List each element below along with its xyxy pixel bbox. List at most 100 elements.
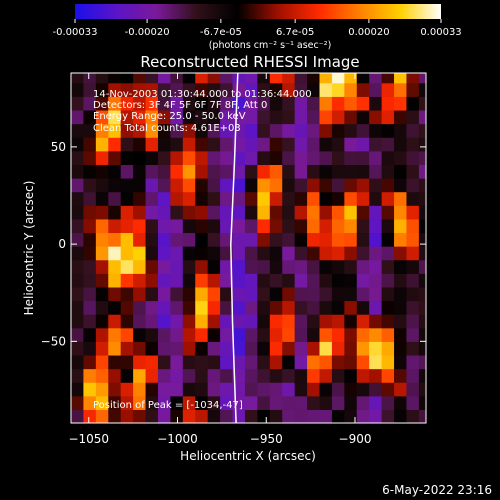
heatmap-cell <box>381 123 395 138</box>
heatmap-cell <box>83 286 97 302</box>
heatmap-cell <box>331 232 345 247</box>
heatmap-cell <box>356 218 370 234</box>
heatmap-cell <box>282 314 296 329</box>
heatmap-cell <box>232 341 246 356</box>
heatmap-cell <box>307 164 321 179</box>
heatmap-cell <box>282 382 296 397</box>
heatmap-cell <box>133 300 147 315</box>
heatmap-cell <box>244 354 258 370</box>
heatmap-cell <box>145 246 159 261</box>
heatmap-cell <box>257 82 271 97</box>
heatmap-cell <box>369 96 383 111</box>
annotation-total-counts: Clean Total counts: 4.61E+03 <box>93 123 241 134</box>
heatmap-cell <box>356 300 370 315</box>
heatmap-cell <box>120 109 134 125</box>
heatmap-cell <box>269 341 283 356</box>
heatmap-cell <box>170 286 184 302</box>
heatmap-cell <box>269 273 283 288</box>
heatmap-cell <box>108 341 122 356</box>
heatmap-cell <box>418 368 426 383</box>
heatmap-cell <box>269 246 283 261</box>
heatmap-cell <box>108 246 122 261</box>
heatmap-cell <box>195 409 209 423</box>
heatmap-cell <box>182 259 196 274</box>
heatmap-cell <box>145 96 159 111</box>
heatmap-cell <box>133 191 147 206</box>
heatmap-cell <box>257 395 271 410</box>
heatmap-cell <box>182 382 196 397</box>
heatmap-cell <box>394 191 408 206</box>
heatmap-cell <box>369 246 383 261</box>
heatmap-cell <box>356 137 370 152</box>
heatmap-cell <box>220 286 234 302</box>
heatmap-cell <box>207 218 221 234</box>
heatmap-cell <box>220 73 234 84</box>
heatmap-cell <box>331 109 345 125</box>
heatmap-cell <box>157 73 171 84</box>
heatmap-cell <box>170 354 184 370</box>
x-tick-label: −1000 <box>157 432 198 446</box>
heatmap-cell <box>344 259 358 274</box>
heatmap-cell <box>394 205 408 220</box>
heatmap-cell <box>406 246 420 261</box>
heatmap-cell <box>145 178 159 193</box>
heatmap-cell <box>120 232 134 247</box>
heatmap-cell <box>344 409 358 423</box>
heatmap-cell <box>356 341 370 356</box>
heatmap-cell <box>394 341 408 356</box>
heatmap-cell <box>269 286 283 302</box>
heatmap-cell <box>418 123 426 138</box>
heatmap-cell <box>71 96 85 111</box>
heatmap-cell <box>195 82 209 97</box>
heatmap-cell <box>232 314 246 329</box>
heatmap-cell <box>369 150 383 165</box>
heatmap-cell <box>83 314 97 329</box>
heatmap-cell <box>369 232 383 247</box>
heatmap-cell <box>195 109 209 125</box>
heatmap-cell <box>71 73 85 84</box>
heatmap-cell <box>244 232 258 247</box>
heatmap-cell <box>356 286 370 302</box>
heatmap-cell <box>269 354 283 370</box>
heatmap-cell <box>406 259 420 274</box>
heatmap-cell <box>170 409 184 423</box>
heatmap-cell <box>294 123 308 138</box>
heatmap-cell <box>331 246 345 261</box>
heatmap-cell <box>145 273 159 288</box>
heatmap-cell <box>418 273 426 288</box>
heatmap-cell <box>356 246 370 261</box>
heatmap-cell <box>83 218 97 234</box>
heatmap-cell <box>232 354 246 370</box>
heatmap-cell <box>157 273 171 288</box>
heatmap-cell <box>232 150 246 165</box>
heatmap-cell <box>170 137 184 152</box>
heatmap-cell <box>294 409 308 423</box>
heatmap-cell <box>145 191 159 206</box>
heatmap-cell <box>257 327 271 342</box>
heatmap-cell <box>331 150 345 165</box>
heatmap-cell <box>344 150 358 165</box>
heatmap-cell <box>369 191 383 206</box>
heatmap-cell <box>157 300 171 315</box>
heatmap-cell <box>282 178 296 193</box>
heatmap-cell <box>170 191 184 206</box>
heatmap-cell <box>319 232 333 247</box>
heatmap-cell <box>182 409 196 423</box>
heatmap-cell <box>133 368 147 383</box>
heatmap-cell <box>145 164 159 179</box>
heatmap-cell <box>195 314 209 329</box>
heatmap-cell <box>95 300 109 315</box>
heatmap-cell <box>220 409 234 423</box>
heatmap-cell <box>282 354 296 370</box>
heatmap-cell <box>381 259 395 274</box>
heatmap-cell <box>83 164 97 179</box>
heatmap-cell <box>220 259 234 274</box>
heatmap-cell <box>207 191 221 206</box>
heatmap-cell <box>257 300 271 315</box>
heatmap-cell <box>207 395 221 410</box>
heatmap-cell <box>83 73 97 84</box>
heatmap-cell <box>108 150 122 165</box>
heatmap-cell <box>145 73 159 84</box>
heatmap-cell <box>83 246 97 261</box>
heatmap-cell <box>108 273 122 288</box>
